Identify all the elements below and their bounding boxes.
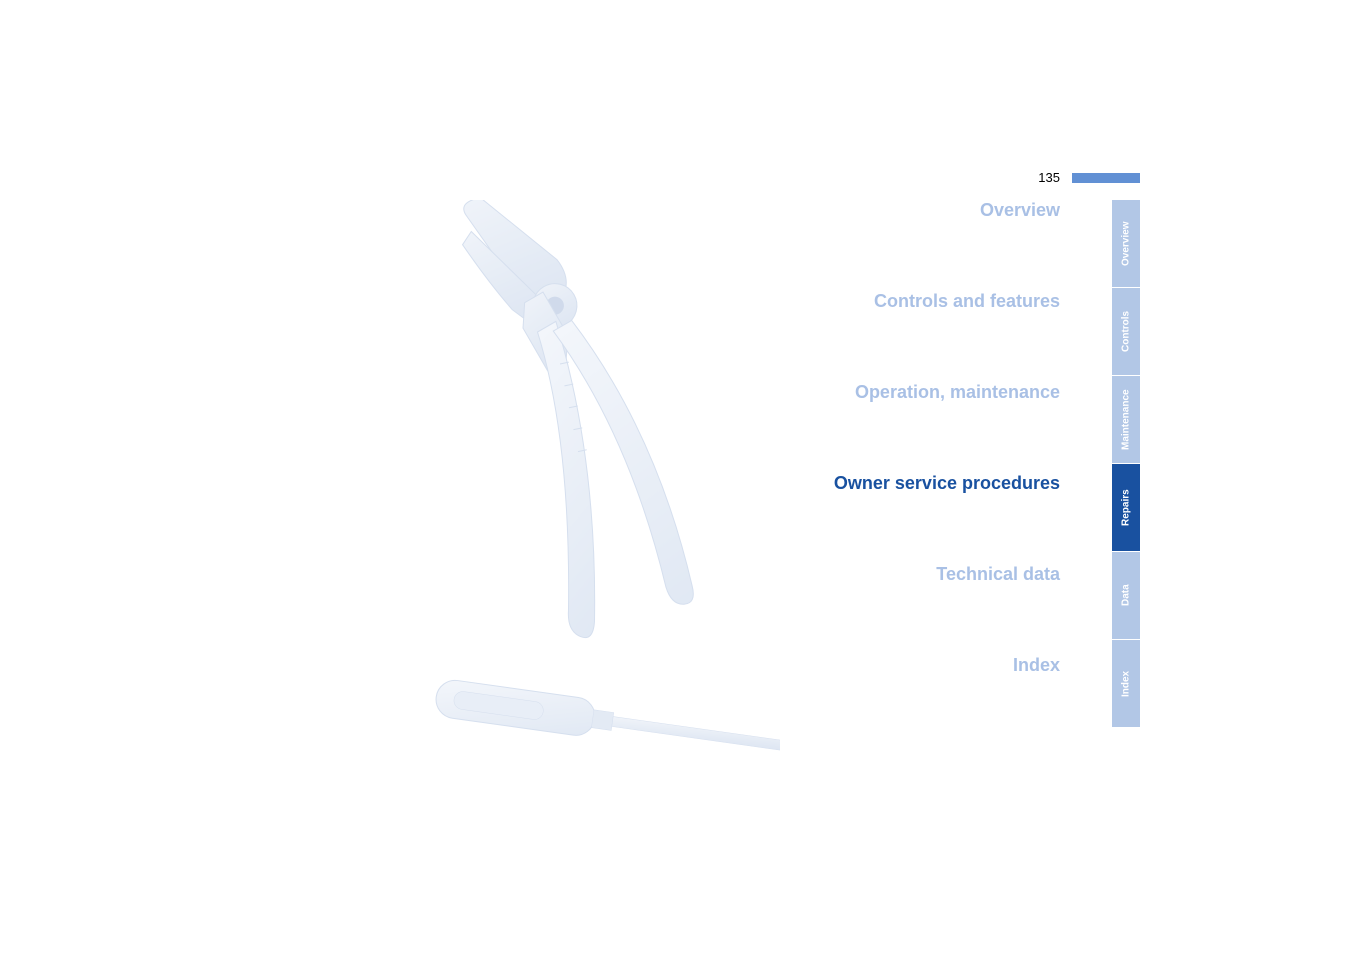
toc-item-operation[interactable]: Operation, maintenance — [660, 382, 1060, 403]
tab-controls[interactable]: Controls — [1112, 288, 1140, 376]
tab-maintenance[interactable]: Maintenance — [1112, 376, 1140, 464]
tab-data[interactable]: Data — [1112, 552, 1140, 640]
tab-repairs[interactable]: Repairs — [1112, 464, 1140, 552]
page-number: 135 — [1038, 170, 1060, 185]
table-of-contents: Overview Controls and features Operation… — [660, 200, 1060, 746]
toc-item-index[interactable]: Index — [660, 655, 1060, 676]
toc-item-controls[interactable]: Controls and features — [660, 291, 1060, 312]
tab-overview[interactable]: Overview — [1112, 200, 1140, 288]
toc-item-owner-service[interactable]: Owner service procedures — [660, 473, 1060, 494]
tab-index[interactable]: Index — [1112, 640, 1140, 728]
page-marker — [1072, 173, 1140, 183]
side-tab-bar: Overview Controls Maintenance Repairs Da… — [1112, 200, 1140, 728]
document-page: 135 Overview Controls and features Opera… — [210, 160, 1140, 760]
toc-item-overview[interactable]: Overview — [660, 200, 1060, 221]
toc-item-technical-data[interactable]: Technical data — [660, 564, 1060, 585]
